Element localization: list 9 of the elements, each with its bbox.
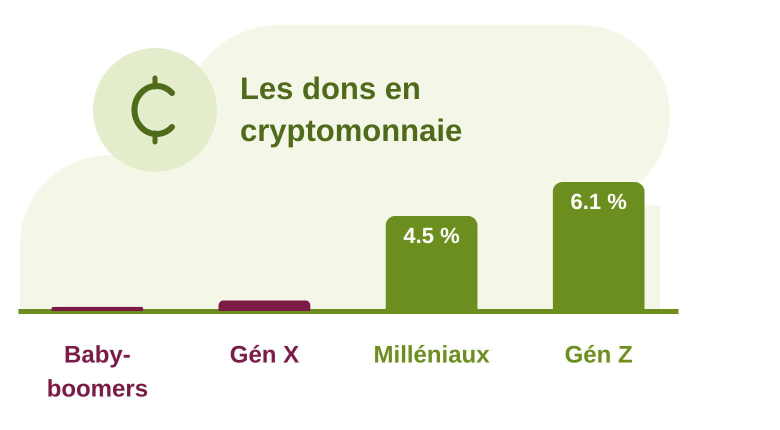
x-tick-label: Gén X <box>230 342 300 368</box>
x-tick-label: Gén Z <box>564 342 633 368</box>
bar <box>51 306 144 311</box>
data-label: 6.1 % <box>570 189 627 214</box>
data-label: 4.5 % <box>403 222 460 248</box>
bar <box>218 300 310 311</box>
x-tick-label: Milléniaux <box>374 342 490 368</box>
x-tick-label: Baby-boomers <box>46 342 148 402</box>
chart-title: Les dons en cryptomonnaie <box>240 70 464 150</box>
